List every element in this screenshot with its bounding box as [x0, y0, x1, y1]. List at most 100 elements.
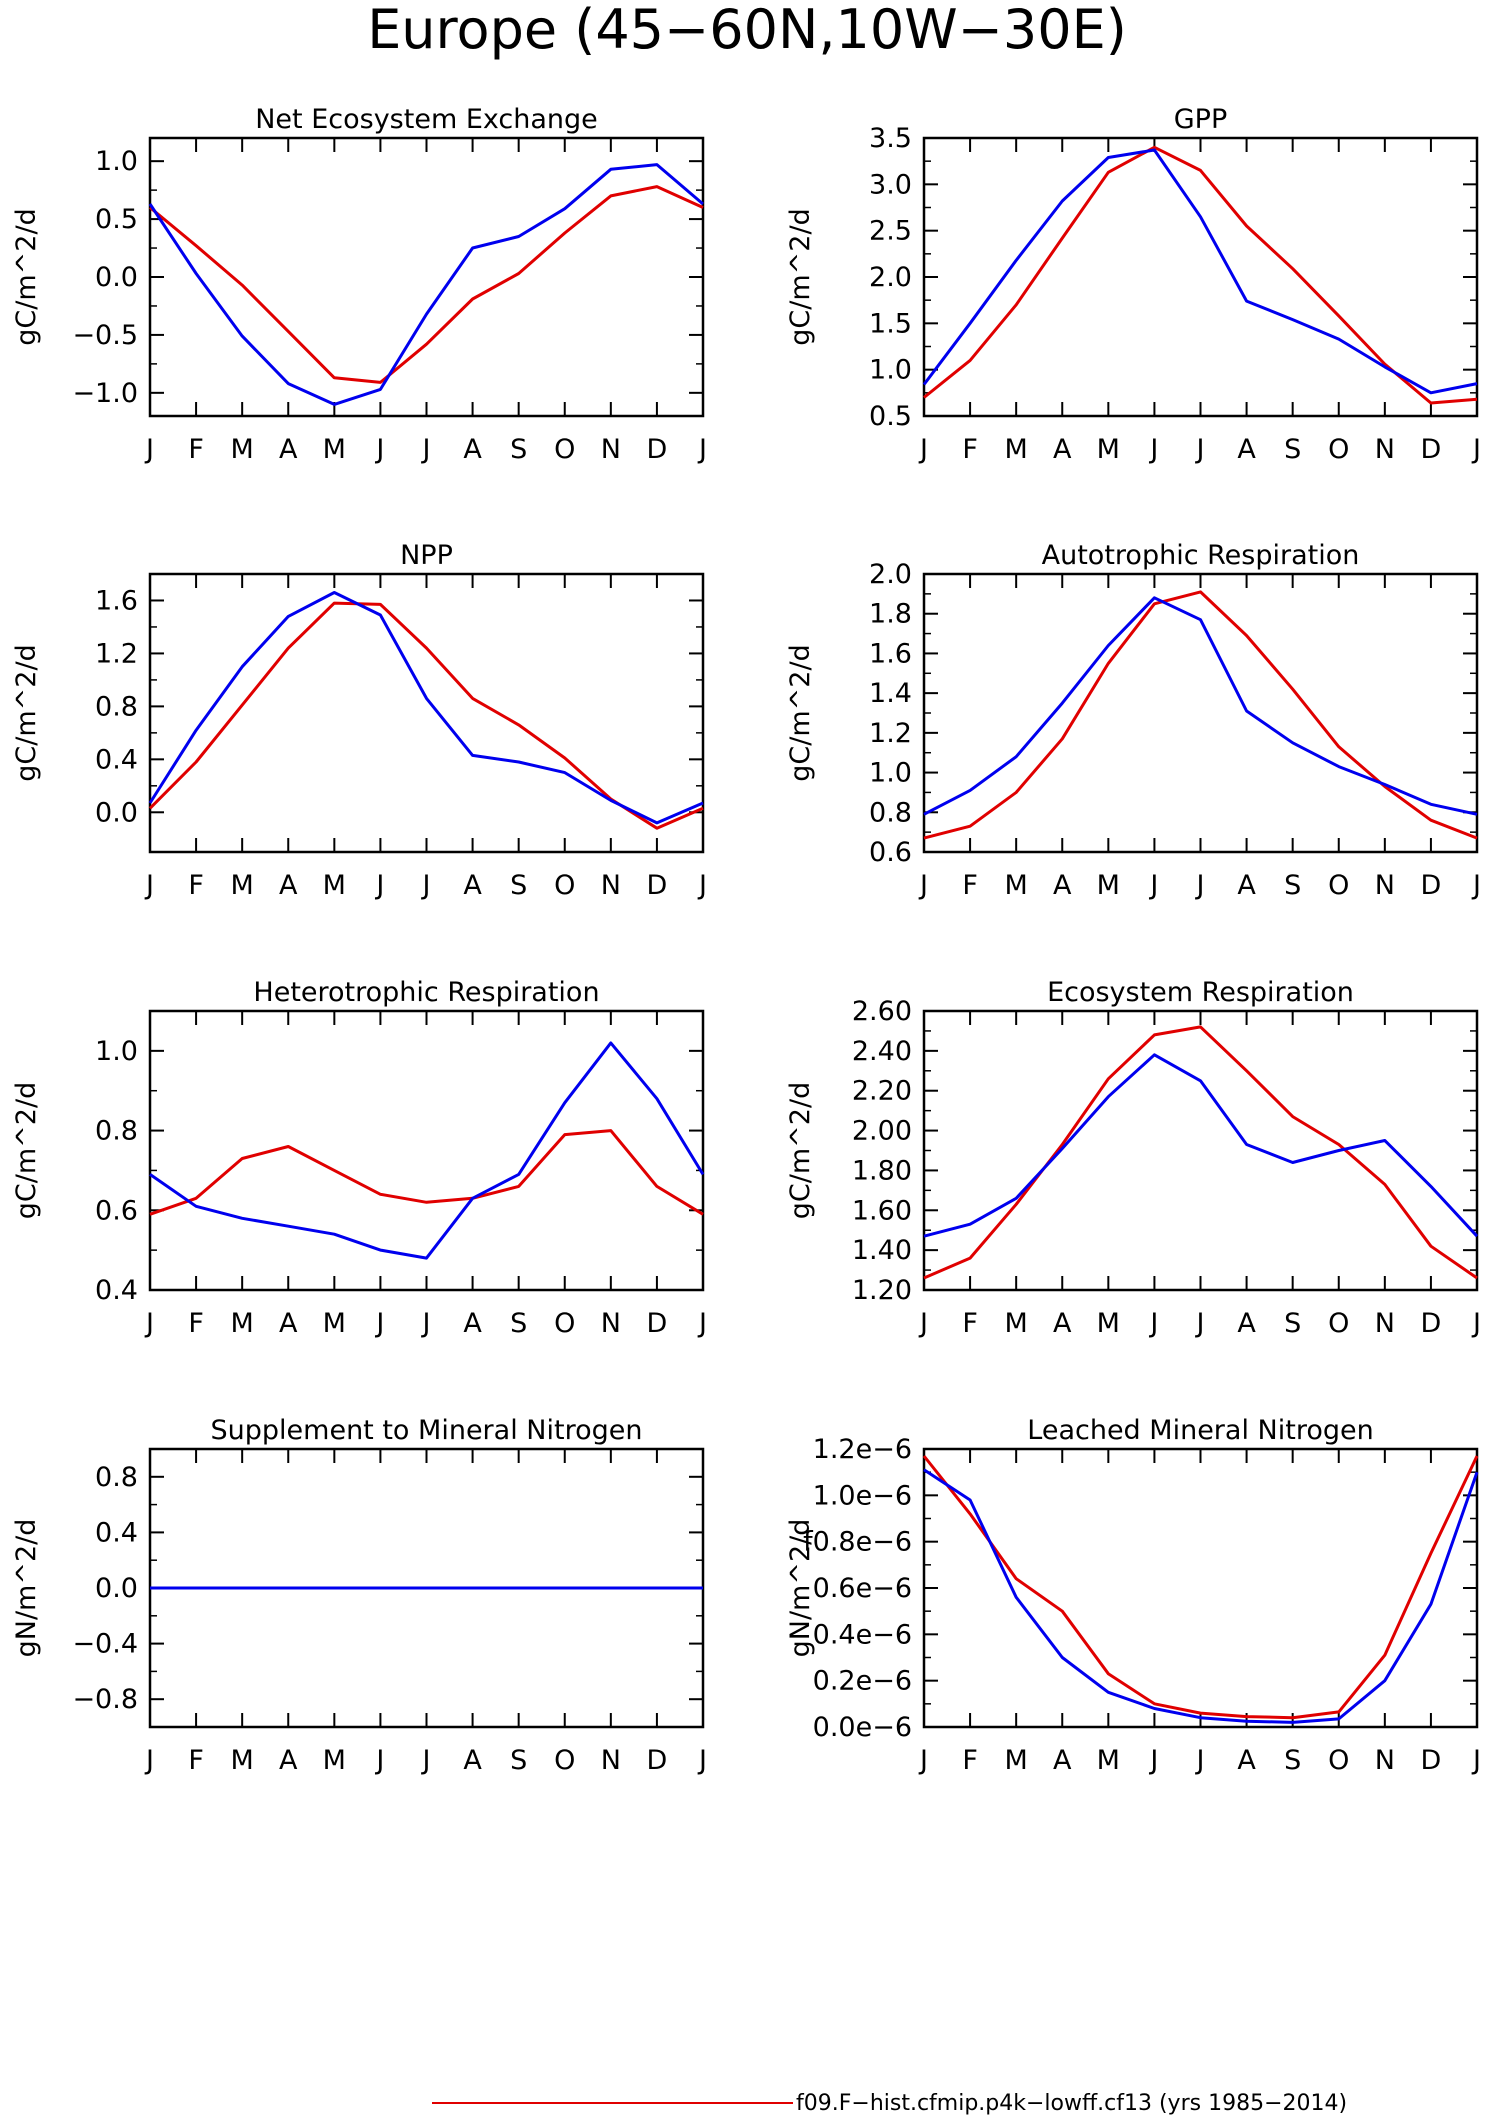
x-tick-label: A — [463, 1745, 482, 1776]
y-tick-label: 1.6 — [95, 585, 138, 616]
y-axis-label: gC/m^2/d — [785, 644, 816, 781]
x-tick-label: F — [188, 1745, 204, 1776]
y-tick-label: 1.60 — [852, 1195, 912, 1226]
x-tick-label: J — [421, 434, 431, 465]
x-tick-label: A — [1053, 1308, 1072, 1339]
x-tick-label: S — [510, 870, 527, 901]
x-tick-label: J — [144, 434, 154, 465]
x-tick-label: A — [463, 434, 482, 465]
x-tick-label: A — [279, 1308, 298, 1339]
y-tick-label: 0.4 — [95, 1517, 138, 1548]
y-tick-label: 3.5 — [869, 123, 912, 154]
x-tick-label: A — [279, 1745, 298, 1776]
x-tick-label: J — [1195, 434, 1205, 465]
x-tick-label: J — [697, 1308, 707, 1339]
y-tick-label: 1.0 — [869, 355, 912, 386]
x-tick-label: A — [1237, 434, 1256, 465]
x-tick-label: J — [1195, 870, 1205, 901]
x-tick-label: F — [962, 1745, 978, 1776]
y-tick-label: 0.0 — [95, 797, 138, 828]
x-tick-label: A — [463, 1308, 482, 1339]
y-axis-label: gC/m^2/d — [785, 208, 816, 345]
panel-title: Autotrophic Respiration — [1042, 540, 1360, 571]
y-tick-label: 1.0 — [95, 1036, 138, 1067]
x-tick-label: J — [1148, 870, 1158, 901]
y-tick-label: −0.5 — [72, 320, 138, 351]
series-line-red — [149, 1129, 704, 1216]
x-tick-label: M — [323, 870, 346, 901]
y-tick-label: 0.6 — [95, 1195, 138, 1226]
y-tick-label: 2.0 — [869, 559, 912, 590]
series-line-red — [922, 1455, 1479, 1720]
y-tick-label: 0.8 — [95, 1462, 138, 1493]
x-tick-label: A — [1237, 1308, 1256, 1339]
y-tick-label: 0.0 — [95, 262, 138, 293]
x-tick-label: M — [231, 870, 254, 901]
x-tick-label: J — [918, 1745, 928, 1776]
y-tick-label: 0.6e−6 — [813, 1573, 912, 1604]
series-line-blue — [148, 591, 704, 825]
x-tick-label: J — [918, 1308, 928, 1339]
y-tick-label: 0.5 — [869, 401, 912, 432]
x-tick-label: M — [231, 1308, 254, 1339]
x-tick-label: S — [510, 434, 527, 465]
x-tick-label: J — [1471, 434, 1481, 465]
x-tick-label: O — [1328, 1745, 1349, 1776]
series-line-red — [148, 601, 704, 830]
x-tick-label: S — [1284, 1308, 1301, 1339]
x-tick-label: M — [1005, 870, 1028, 901]
x-tick-label: F — [188, 870, 204, 901]
x-tick-label: F — [188, 434, 204, 465]
y-axis-label: gC/m^2/d — [11, 1082, 42, 1219]
y-axis-label: gN/m^2/d — [11, 1519, 42, 1658]
x-tick-label: O — [554, 434, 575, 465]
legend-label: f09.F−hist.cfmip.p4k−lowff.cf13 (yrs 198… — [796, 2091, 1347, 2116]
x-tick-label: A — [1237, 1745, 1256, 1776]
plot-frame — [148, 572, 705, 854]
x-tick-label: J — [1471, 870, 1481, 901]
x-tick-label: N — [1375, 434, 1395, 465]
series-line-red — [923, 1025, 1478, 1280]
x-tick-label: O — [1328, 870, 1349, 901]
panel-title: Leached Mineral Nitrogen — [1027, 1415, 1373, 1446]
x-tick-label: A — [1053, 870, 1072, 901]
panel-title: NPP — [400, 540, 453, 571]
series-line-red — [149, 185, 704, 384]
y-tick-label: 2.00 — [852, 1116, 912, 1147]
y-tick-label: 1.4 — [869, 678, 912, 709]
y-tick-label: 0.4 — [95, 1275, 138, 1306]
y-tick-label: 1.2 — [95, 638, 138, 669]
x-tick-label: A — [1237, 870, 1256, 901]
x-tick-label: J — [1471, 1745, 1481, 1776]
x-tick-label: F — [188, 1308, 204, 1339]
x-tick-label: M — [323, 434, 346, 465]
y-tick-label: 0.6 — [869, 837, 912, 868]
y-tick-label: −0.4 — [72, 1629, 138, 1660]
y-tick-label: 1.80 — [852, 1155, 912, 1186]
x-tick-label: J — [144, 1308, 154, 1339]
series-line-red — [923, 590, 1478, 840]
plot-frame — [922, 1447, 1479, 1729]
x-tick-label: M — [1097, 870, 1120, 901]
y-tick-label: 1.8 — [869, 599, 912, 630]
x-tick-label: S — [510, 1308, 527, 1339]
x-tick-label: A — [1053, 1745, 1072, 1776]
y-axis-label: gC/m^2/d — [11, 208, 42, 345]
x-tick-label: M — [1005, 1745, 1028, 1776]
y-tick-label: 0.2e−6 — [813, 1666, 912, 1697]
x-tick-label: M — [323, 1308, 346, 1339]
plot-frame — [922, 572, 1479, 854]
x-tick-label: D — [1421, 1308, 1442, 1339]
panel-title: Heterotrophic Respiration — [253, 977, 599, 1008]
x-tick-label: A — [463, 870, 482, 901]
x-tick-label: O — [1328, 434, 1349, 465]
x-tick-label: J — [1148, 1308, 1158, 1339]
x-tick-label: J — [421, 1308, 431, 1339]
panel-title: Ecosystem Respiration — [1047, 977, 1354, 1008]
y-tick-label: 2.40 — [852, 1036, 912, 1067]
y-tick-label: 0.0 — [95, 1573, 138, 1604]
y-tick-label: 2.5 — [869, 216, 912, 247]
